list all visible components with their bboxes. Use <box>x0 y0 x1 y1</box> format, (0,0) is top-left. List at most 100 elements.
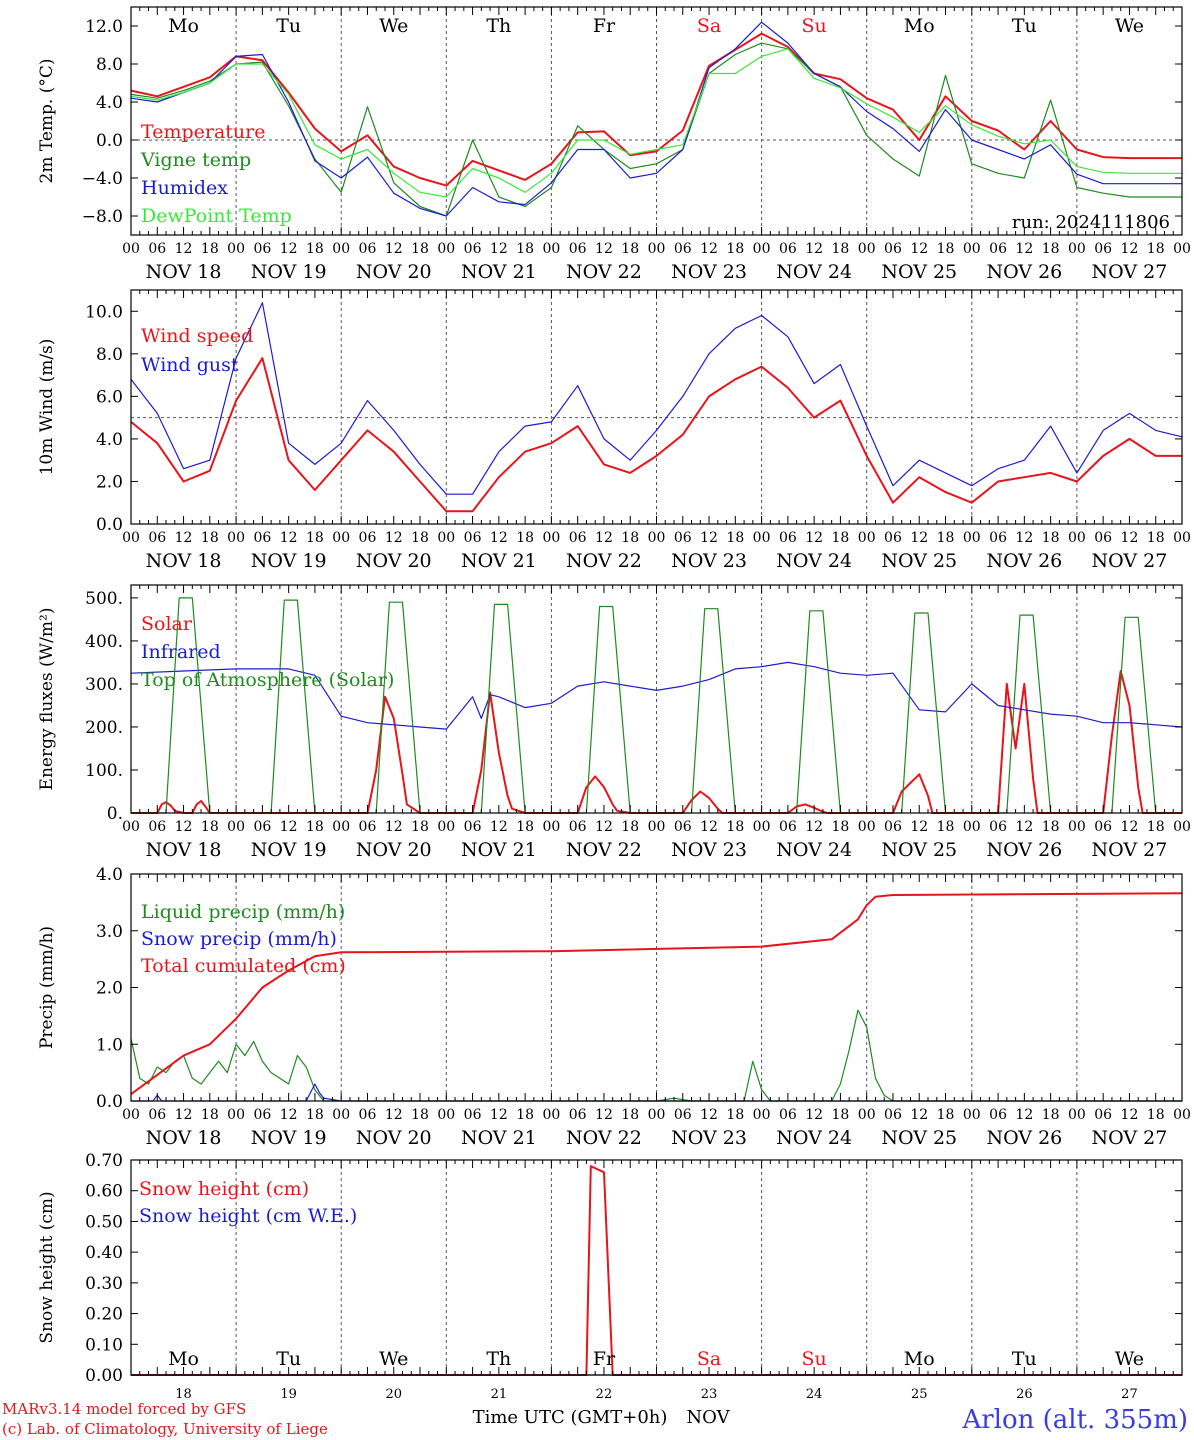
y-tick-label: 0.60 <box>85 1182 123 1202</box>
legend-entry: Humidex <box>141 177 228 199</box>
hour-tick-label: 12 <box>1015 241 1033 257</box>
hour-tick-label: 12 <box>700 819 718 835</box>
day-label: Sa <box>697 1348 721 1370</box>
hour-tick-label: 18 <box>411 819 429 835</box>
day-label: Th <box>486 15 511 37</box>
hour-tick-label: 18 <box>411 1107 429 1123</box>
hour-tick-label: 00 <box>1173 1107 1191 1123</box>
date-label: NOV 18 <box>146 839 222 861</box>
date-label: NOV 25 <box>881 839 957 861</box>
y-tick-label: 8.0 <box>96 345 123 365</box>
panel-4: 4.0 3.0 2.0 1.0 0.0 Precip (mm/h) Liquid preci… <box>37 865 1191 1149</box>
hour-tick-label: 12 <box>175 819 193 835</box>
hour-tick-label: 00 <box>963 530 981 546</box>
hour-tick-label: 06 <box>253 241 271 257</box>
series-line-temperature <box>130 32 1182 187</box>
y-tick-label: 0.30 <box>85 1274 123 1294</box>
hour-tick-label: 06 <box>1094 819 1112 835</box>
date-label: NOV 19 <box>251 839 327 861</box>
date-label: NOV 25 <box>881 550 957 572</box>
panel-2: 10.0 8.0 6.0 4.0 2.0 0.0 10m Wind (m/s) Wind sp… <box>37 289 1191 572</box>
bottom-month-label: NOV <box>686 1407 730 1428</box>
date-label: NOV 22 <box>566 261 642 283</box>
hour-tick-label: 12 <box>805 819 823 835</box>
y-tick-label: 0.0 <box>96 131 123 151</box>
date-label: NOV 26 <box>986 261 1062 283</box>
hour-tick-label: 00 <box>753 819 771 835</box>
hour-tick-label: 06 <box>779 241 797 257</box>
hour-tick-label: 00 <box>542 241 560 257</box>
hour-tick-label: 12 <box>1121 241 1139 257</box>
date-label: NOV 22 <box>566 839 642 861</box>
day-label: We <box>1115 15 1144 37</box>
series-line-wind-speed <box>130 357 1182 513</box>
hour-tick-label: 18 <box>1147 1107 1165 1123</box>
hour-tick-label: 18 <box>726 1107 744 1123</box>
hour-tick-label: 00 <box>542 1107 560 1123</box>
y-tick-label: −8.0 <box>82 207 123 227</box>
hour-tick-label: 12 <box>490 530 508 546</box>
hour-tick-label: 00 <box>648 241 666 257</box>
hour-tick-label: 06 <box>674 819 692 835</box>
day-label: Mo <box>904 1348 935 1370</box>
hour-tick-label: 12 <box>280 1107 298 1123</box>
date-label: NOV 20 <box>356 261 432 283</box>
hour-tick-label: 06 <box>569 241 587 257</box>
hour-tick-label: 12 <box>595 819 613 835</box>
hour-tick-label: 00 <box>1068 241 1086 257</box>
hour-tick-label: 06 <box>779 530 797 546</box>
legend-entry: Infrared <box>141 641 221 663</box>
hour-tick-label: 12 <box>490 1107 508 1123</box>
hour-tick-label: 06 <box>359 1107 377 1123</box>
hour-tick-label: 18 <box>1042 1107 1060 1123</box>
y-axis-title: Energy fluxes (W/m²) <box>37 608 57 791</box>
hour-tick-label: 00 <box>1068 530 1086 546</box>
legend-entry: Liquid precip (mm/h) <box>141 901 345 923</box>
hour-tick-label: 06 <box>1094 241 1112 257</box>
bottom-day-number: 19 <box>280 1387 297 1402</box>
date-label: NOV 20 <box>356 1127 432 1149</box>
hour-tick-label: 12 <box>280 819 298 835</box>
series-line-infrared <box>130 661 1183 730</box>
hour-tick-label: 18 <box>621 1107 639 1123</box>
legend-entry: Solar <box>141 613 193 635</box>
hour-tick-label: 18 <box>516 241 534 257</box>
y-tick-label: 1.0 <box>96 1035 123 1055</box>
hour-tick-label: 18 <box>832 1107 850 1123</box>
y-tick-label: 400. <box>85 632 123 652</box>
hour-tick-label: 00 <box>648 819 666 835</box>
y-tick-label: 0. <box>107 804 123 824</box>
hour-tick-label: 12 <box>910 241 928 257</box>
hour-tick-label: 12 <box>700 530 718 546</box>
series-line-humidex <box>130 21 1182 217</box>
hour-tick-label: 00 <box>963 241 981 257</box>
y-tick-label: 0.0 <box>96 515 123 535</box>
y-tick-label: 2.0 <box>96 472 123 492</box>
hour-tick-label: 00 <box>858 819 876 835</box>
legend-entry: Wind gust <box>141 354 239 376</box>
y-tick-label: 4.0 <box>96 430 123 450</box>
hour-tick-label: 06 <box>989 241 1007 257</box>
date-label: NOV 27 <box>1092 1127 1168 1149</box>
legend-entry: Snow height (cm) <box>139 1178 309 1200</box>
date-label: NOV 19 <box>251 550 327 572</box>
bottom-day-number: 21 <box>491 1387 508 1402</box>
hour-tick-label: 18 <box>516 1107 534 1123</box>
legend-entry: Snow height (cm W.E.) <box>139 1205 357 1227</box>
hour-tick-label: 12 <box>280 530 298 546</box>
hour-tick-label: 12 <box>700 241 718 257</box>
series-line-liquid-precip-mm-h <box>130 1009 1182 1102</box>
hour-tick-label: 18 <box>621 241 639 257</box>
series-line-total-cumulated-cm <box>130 892 1183 1096</box>
hour-tick-label: 18 <box>516 819 534 835</box>
hour-tick-label: 00 <box>858 530 876 546</box>
date-label: NOV 26 <box>986 1127 1062 1149</box>
y-tick-label: 6.0 <box>96 387 123 407</box>
hour-tick-label: 00 <box>437 819 455 835</box>
y-tick-label: 10.0 <box>85 302 123 322</box>
y-tick-label: 0.10 <box>85 1335 123 1355</box>
hour-tick-label: 18 <box>832 530 850 546</box>
y-axis-title: Snow height (cm) <box>37 1191 57 1343</box>
legend-entry: Top of Atmosphere (Solar) <box>141 669 394 691</box>
y-tick-label: 100. <box>85 761 123 781</box>
